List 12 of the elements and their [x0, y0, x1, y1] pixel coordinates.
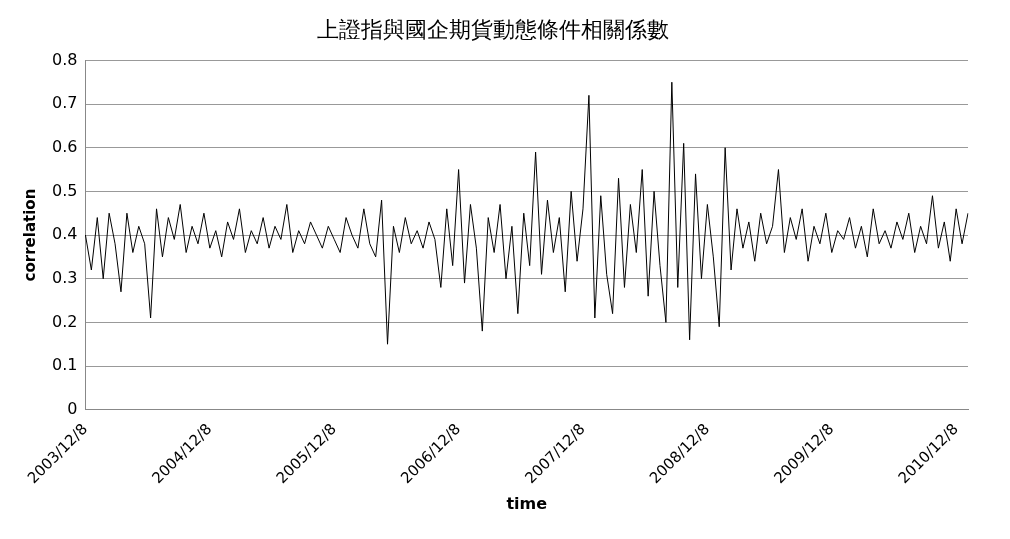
y-tick-label: 0.1: [51, 355, 78, 375]
y-tick-label: 0.8: [51, 49, 78, 69]
y-tick-label: 0.7: [51, 93, 78, 113]
y-tick-label: 0: [67, 398, 78, 418]
y-tick-label: 0.2: [51, 311, 78, 331]
y-axis-title: correlation: [20, 188, 39, 282]
y-tick-label: 0.3: [51, 267, 78, 287]
x-axis-title: time: [506, 493, 548, 513]
y-tick-label: 0.6: [51, 136, 78, 156]
y-tick-label: 0.5: [51, 180, 78, 200]
chart-title: 上證指與國企期貨動態條件相關係數: [317, 16, 669, 42]
y-tick-label: 0.4: [51, 224, 78, 244]
